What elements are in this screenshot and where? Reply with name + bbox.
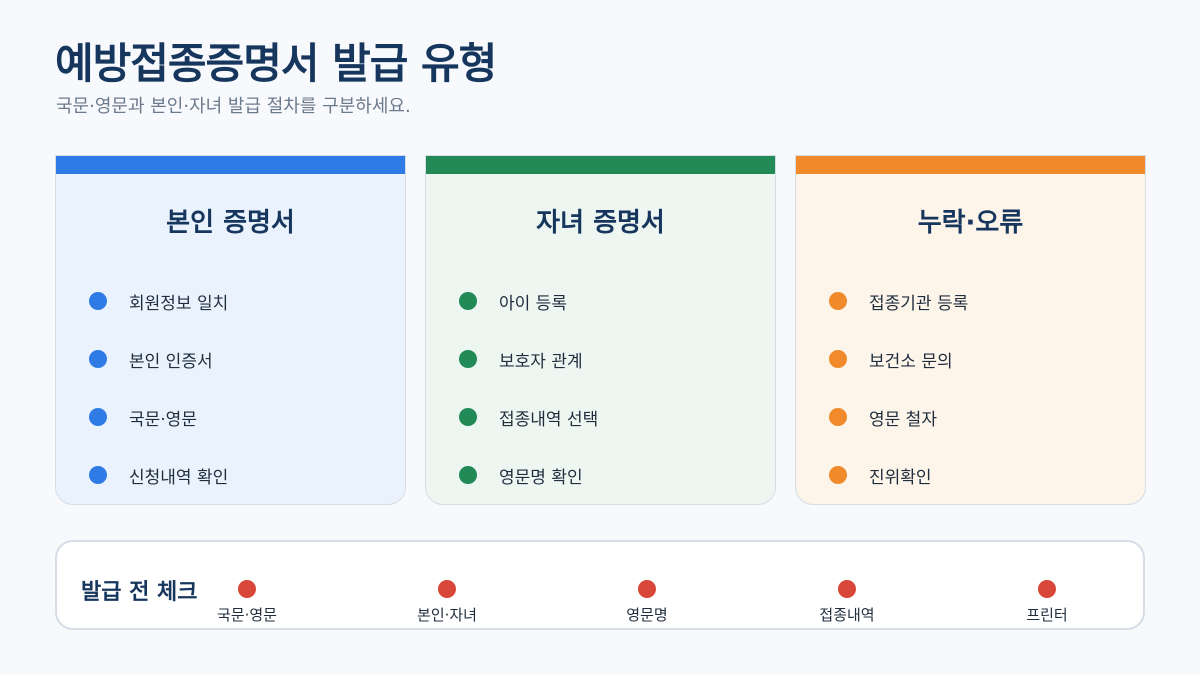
page-subtitle: 국문·영문과 본인·자녀 발급 절차를 구분하세요. xyxy=(56,96,411,117)
checklist-title: 발급 전 체크 xyxy=(81,580,198,605)
card-item-list: 회원정보 일치 본인 인증서 국문·영문 신청내역 확인 xyxy=(56,272,405,504)
list-item: 국문·영문 xyxy=(89,388,405,446)
list-item-label: 영문 철자 xyxy=(869,409,937,430)
check-dot-icon xyxy=(1038,580,1056,598)
card-item-list: 접종기관 등록 보건소 문의 영문 철자 진위확인 xyxy=(796,272,1145,504)
checklist-item: 본인·자녀 xyxy=(377,580,517,625)
list-item: 아이 등록 xyxy=(459,272,775,330)
card-title: 누락·오류 xyxy=(917,208,1024,238)
card-self-certificate: 본인 증명서 회원정보 일치 본인 인증서 국문·영문 신청내역 확인 xyxy=(55,155,406,505)
list-item: 보건소 문의 xyxy=(829,330,1145,388)
card-accent-bar xyxy=(56,156,405,174)
checklist-item-label: 프린터 xyxy=(1026,606,1068,624)
checklist-item: 접종내역 xyxy=(777,580,917,625)
list-item-label: 접종내역 선택 xyxy=(499,409,599,430)
list-item-label: 영문명 확인 xyxy=(499,467,583,488)
card-accent-bar xyxy=(426,156,775,174)
card-accent-bar xyxy=(796,156,1145,174)
bullet-dot-icon xyxy=(829,408,847,426)
list-item: 본인 인증서 xyxy=(89,330,405,388)
check-dot-icon xyxy=(638,580,656,598)
checklist-item-label: 국문·영문 xyxy=(217,606,277,624)
checklist-item-label: 영문명 xyxy=(626,606,668,624)
bullet-dot-icon xyxy=(459,350,477,368)
list-item: 진위확인 xyxy=(829,446,1145,504)
page-title: 예방접종증명서 발급 유형 xyxy=(55,39,497,88)
card-missing-error: 누락·오류 접종기관 등록 보건소 문의 영문 철자 진위확인 xyxy=(795,155,1146,505)
card-title: 본인 증명서 xyxy=(166,208,295,238)
list-item-label: 국문·영문 xyxy=(129,409,197,430)
checklist-item: 영문명 xyxy=(577,580,717,625)
list-item: 접종기관 등록 xyxy=(829,272,1145,330)
bullet-dot-icon xyxy=(459,466,477,484)
list-item-label: 보호자 관계 xyxy=(499,351,583,372)
bullet-dot-icon xyxy=(459,292,477,310)
checklist-item-label: 접종내역 xyxy=(819,606,875,624)
list-item-label: 진위확인 xyxy=(869,467,932,488)
pre-issue-checklist: 발급 전 체크 국문·영문 본인·자녀 영문명 접종내역 프린터 xyxy=(55,540,1145,630)
check-dot-icon xyxy=(838,580,856,598)
bullet-dot-icon xyxy=(89,350,107,368)
checklist-item: 국문·영문 xyxy=(177,580,317,625)
bullet-dot-icon xyxy=(89,408,107,426)
checklist-item-label: 본인·자녀 xyxy=(417,606,477,624)
list-item: 보호자 관계 xyxy=(459,330,775,388)
card-item-list: 아이 등록 보호자 관계 접종내역 선택 영문명 확인 xyxy=(426,272,775,504)
list-item: 회원정보 일치 xyxy=(89,272,405,330)
list-item-label: 회원정보 일치 xyxy=(129,293,229,314)
list-item-label: 신청내역 확인 xyxy=(129,467,229,488)
bullet-dot-icon xyxy=(459,408,477,426)
list-item: 영문 철자 xyxy=(829,388,1145,446)
bullet-dot-icon xyxy=(829,350,847,368)
check-dot-icon xyxy=(238,580,256,598)
list-item: 접종내역 선택 xyxy=(459,388,775,446)
list-item-label: 보건소 문의 xyxy=(869,351,953,372)
card-title: 자녀 증명서 xyxy=(536,208,665,238)
checklist-item: 프린터 xyxy=(977,580,1117,625)
bullet-dot-icon xyxy=(89,466,107,484)
list-item-label: 본인 인증서 xyxy=(129,351,213,372)
list-item: 영문명 확인 xyxy=(459,446,775,504)
list-item-label: 아이 등록 xyxy=(499,293,567,314)
bullet-dot-icon xyxy=(89,292,107,310)
list-item-label: 접종기관 등록 xyxy=(869,293,969,314)
bullet-dot-icon xyxy=(829,292,847,310)
check-dot-icon xyxy=(438,580,456,598)
bullet-dot-icon xyxy=(829,466,847,484)
list-item: 신청내역 확인 xyxy=(89,446,405,504)
card-child-certificate: 자녀 증명서 아이 등록 보호자 관계 접종내역 선택 영문명 확인 xyxy=(425,155,776,505)
